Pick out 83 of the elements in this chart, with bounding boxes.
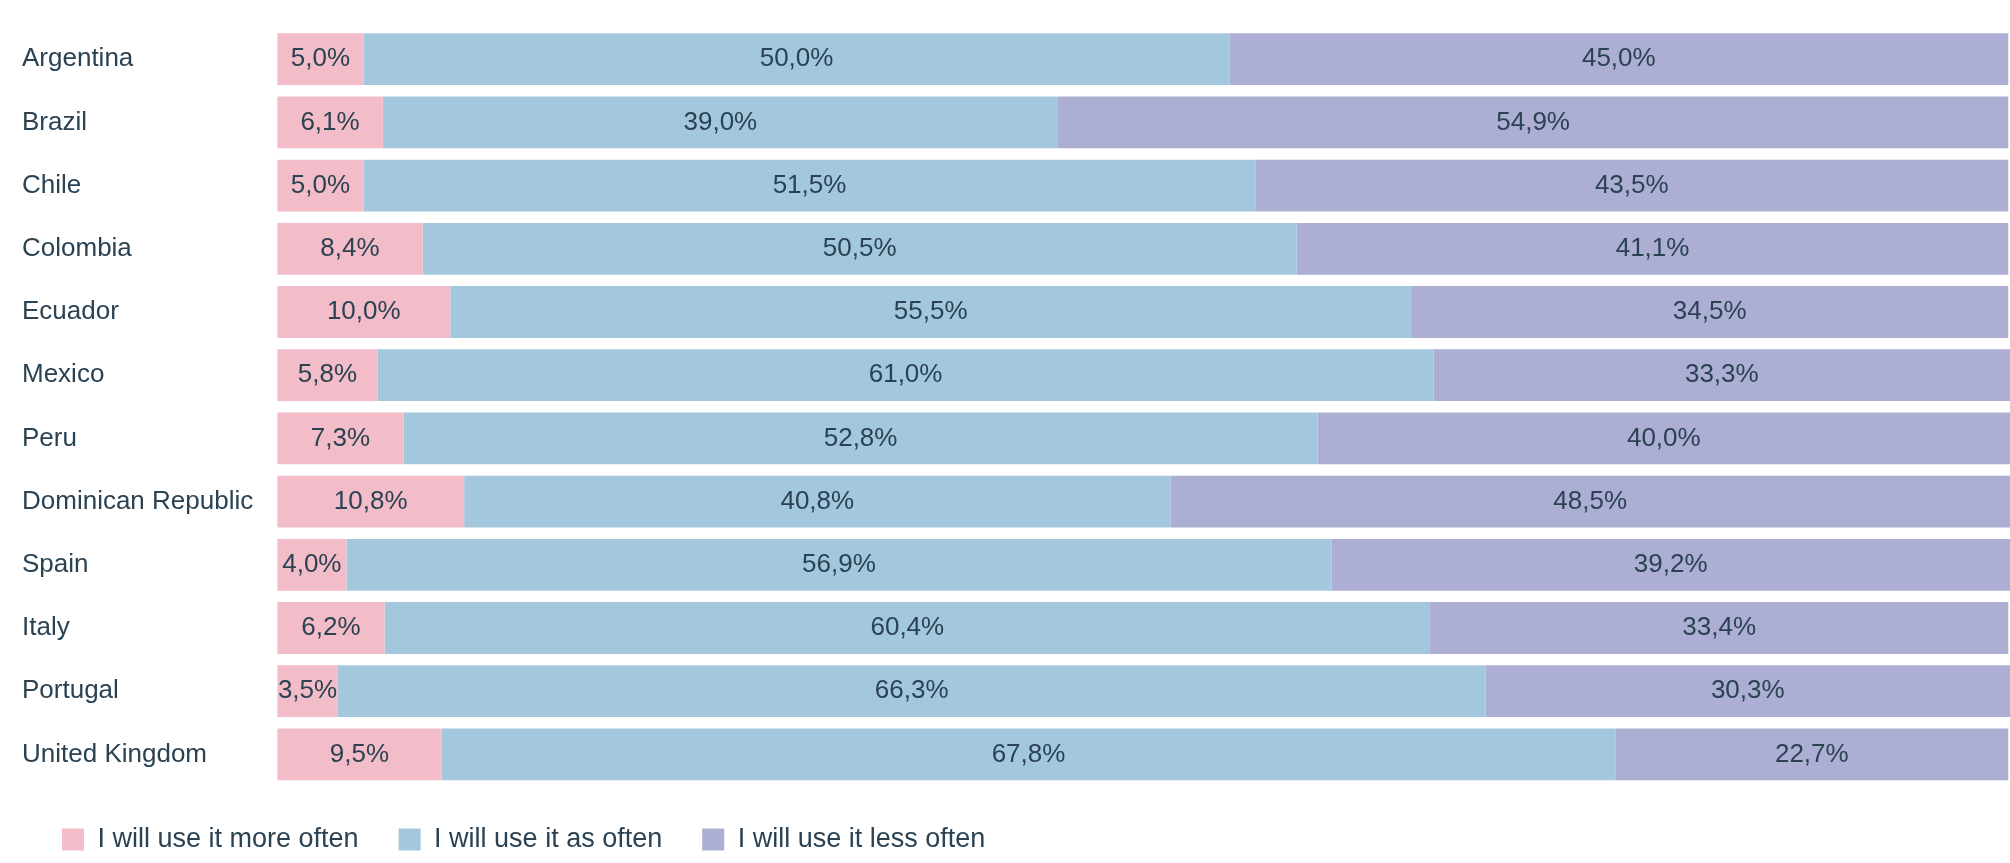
data-label: 22,7% — [1774, 737, 1849, 768]
y-tick-label: Mexico — [22, 358, 105, 389]
data-label: 48,5% — [1553, 484, 1628, 515]
data-label: 9,5% — [329, 737, 390, 768]
legend-label: I will use it as often — [434, 822, 663, 853]
data-label: 5,0% — [290, 168, 351, 199]
data-label: 40,8% — [780, 484, 855, 515]
bar — [384, 602, 1431, 654]
y-tick-label: Chile — [22, 168, 82, 199]
bar — [277, 728, 442, 781]
bar — [1057, 96, 2009, 149]
y-tick-label: Dominican Republic — [22, 484, 254, 515]
data-label: 34,5% — [1672, 295, 1747, 326]
data-label: 3,5% — [277, 674, 338, 705]
bar — [464, 475, 1171, 528]
bar — [1433, 349, 2010, 402]
bar — [1229, 33, 2009, 86]
bar — [1430, 602, 2009, 654]
data-label: 5,8% — [297, 358, 358, 389]
data-label: 10,8% — [333, 484, 408, 515]
data-label: 33,4% — [1682, 611, 1757, 642]
data-label: 4,0% — [282, 547, 342, 578]
y-tick-label: Colombia — [22, 231, 133, 262]
data-label: 51,5% — [772, 168, 847, 199]
bar — [1296, 222, 2009, 275]
bar — [450, 286, 1412, 338]
bar — [1615, 728, 2009, 781]
data-label: 66,3% — [874, 674, 949, 705]
y-tick-label: United Kingdom — [22, 737, 207, 768]
data-label: 33,3% — [1684, 358, 1759, 389]
bar — [1485, 665, 2010, 718]
data-label: 67,8% — [991, 737, 1066, 768]
y-tick-label: Spain — [22, 547, 89, 578]
data-label: 6,1% — [300, 105, 360, 136]
data-label: 60,4% — [870, 611, 945, 642]
y-tick-label: Brazil — [22, 105, 88, 136]
bar — [277, 349, 378, 402]
bar — [422, 222, 1297, 275]
data-label: 5,0% — [290, 42, 351, 73]
bar — [382, 96, 1058, 149]
bar — [277, 222, 423, 275]
bar — [337, 665, 1486, 718]
bar — [377, 349, 1434, 402]
y-tick-label: Ecuador — [22, 295, 120, 326]
bar — [277, 412, 404, 465]
bar — [346, 538, 1332, 591]
legend-label: I will use it more often — [97, 822, 359, 853]
bar — [1255, 159, 2009, 212]
bar — [403, 412, 1318, 465]
bar — [1411, 286, 2009, 338]
data-label: 30,3% — [1710, 674, 1785, 705]
bar — [363, 33, 1230, 86]
data-label: 56,9% — [802, 547, 876, 578]
bar — [277, 475, 465, 528]
data-label: 7,3% — [310, 421, 371, 452]
bar — [277, 96, 383, 149]
data-label: 41,1% — [1615, 231, 1690, 262]
bar — [277, 286, 451, 338]
bar — [363, 159, 1256, 212]
data-label: 52,8% — [823, 421, 898, 452]
y-tick-label: Portugal — [22, 674, 119, 705]
data-label: 54,9% — [1496, 105, 1570, 136]
data-label: 6,2% — [301, 611, 361, 642]
data-label: 50,0% — [759, 42, 834, 73]
bar — [1317, 412, 2010, 465]
data-label: 39,0% — [683, 105, 758, 136]
data-label: 40,0% — [1626, 421, 1701, 452]
bar — [277, 602, 385, 654]
data-label: 10,0% — [326, 295, 401, 326]
data-label: 50,5% — [822, 231, 897, 262]
data-label: 8,4% — [320, 231, 380, 262]
y-tick-label: Italy — [22, 611, 70, 642]
bar — [1170, 475, 2010, 528]
data-label: 45,0% — [1581, 42, 1656, 73]
data-label: 39,2% — [1633, 547, 1708, 578]
data-label: 43,5% — [1594, 168, 1669, 199]
data-label: 61,0% — [868, 358, 943, 389]
legend-label: I will use it less often — [737, 822, 986, 853]
bar — [1331, 538, 2010, 591]
y-tick-label: Argentina — [22, 42, 134, 73]
bar — [441, 728, 1616, 781]
y-tick-label: Peru — [22, 421, 77, 452]
data-label: 55,5% — [893, 295, 968, 326]
